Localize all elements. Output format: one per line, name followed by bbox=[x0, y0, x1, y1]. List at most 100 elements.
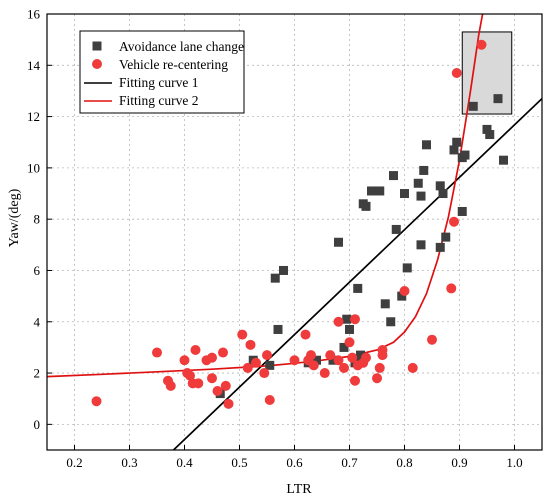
avoidance-point bbox=[400, 189, 409, 199]
recentering-point bbox=[449, 216, 459, 227]
x-tick-label: 0.6 bbox=[286, 455, 303, 470]
avoidance-point bbox=[438, 189, 448, 199]
x-tick-label: 0.3 bbox=[121, 455, 137, 470]
avoidance-point bbox=[402, 263, 412, 273]
recentering-point bbox=[372, 373, 382, 384]
avoidance-point bbox=[386, 317, 396, 327]
recentering-point bbox=[165, 380, 176, 391]
recentering-point bbox=[300, 329, 311, 340]
avoidance-point bbox=[391, 224, 401, 234]
highlight-box-rect bbox=[461, 31, 513, 115]
avoidance-point bbox=[273, 324, 283, 334]
avoidance-point bbox=[380, 299, 390, 309]
data-points bbox=[91, 39, 508, 409]
legend-marker-avoidance bbox=[92, 41, 102, 51]
recentering-point bbox=[152, 347, 162, 358]
recentering-point bbox=[237, 329, 248, 340]
y-tick-label: 10 bbox=[27, 160, 40, 175]
recentering-point bbox=[308, 360, 319, 371]
avoidance-point bbox=[279, 265, 288, 275]
recentering-point bbox=[179, 355, 190, 366]
recentering-point bbox=[319, 368, 330, 379]
y-tick-label: 6 bbox=[34, 263, 41, 278]
avoidance-point bbox=[312, 355, 321, 365]
avoidance-point bbox=[416, 240, 426, 250]
recentering-point bbox=[306, 350, 316, 361]
avoidance-point bbox=[499, 155, 508, 165]
x-tick-label: 0.9 bbox=[451, 455, 467, 470]
x-axis-label: LTR bbox=[286, 482, 312, 497]
avoidance-point bbox=[416, 191, 426, 201]
avoidance-point bbox=[435, 181, 445, 191]
recentering-point bbox=[347, 352, 358, 363]
avoidance-point bbox=[435, 242, 445, 252]
avoidance-point bbox=[468, 101, 478, 111]
avoidance-point bbox=[485, 130, 495, 140]
legend-label-recentering: Vehicle re-centering bbox=[119, 57, 228, 72]
recentering-point bbox=[259, 368, 270, 379]
avoidance-point bbox=[361, 201, 371, 211]
avoidance-point bbox=[449, 145, 459, 155]
recentering-point bbox=[218, 347, 228, 358]
recentering-point bbox=[289, 355, 300, 366]
legend-label-avoidance: Avoidance lane change bbox=[119, 39, 244, 54]
x-tick-label: 0.8 bbox=[396, 455, 412, 470]
recentering-point bbox=[212, 386, 223, 397]
avoidance-point bbox=[397, 291, 407, 301]
avoidance-point bbox=[422, 140, 431, 150]
y-tick-label: 12 bbox=[27, 109, 40, 124]
avoidance-point bbox=[345, 324, 354, 334]
avoidance-point bbox=[460, 150, 470, 160]
fitting-curve-2 bbox=[172, 97, 542, 450]
avoidance-point bbox=[356, 350, 365, 360]
recentering-point bbox=[399, 285, 410, 296]
recentering-point bbox=[264, 394, 275, 405]
recentering-point bbox=[91, 396, 102, 407]
recentering-point bbox=[344, 337, 355, 348]
legend-marker-recentering bbox=[92, 59, 102, 69]
avoidance-point bbox=[367, 186, 376, 196]
highlight-box bbox=[461, 31, 513, 115]
recentering-point bbox=[193, 378, 204, 389]
recentering-point bbox=[427, 334, 437, 345]
recentering-point bbox=[339, 362, 349, 373]
y-tick-label: 8 bbox=[34, 212, 41, 227]
recentering-point bbox=[207, 373, 217, 384]
recentering-point bbox=[325, 350, 336, 361]
recentering-point bbox=[223, 398, 234, 409]
avoidance-point bbox=[441, 232, 451, 242]
avoidance-point bbox=[375, 186, 385, 196]
recentering-point bbox=[361, 352, 371, 363]
recentering-point bbox=[242, 362, 253, 373]
avoidance-point bbox=[265, 360, 275, 370]
avoidance-point bbox=[328, 355, 338, 365]
legend-frame bbox=[79, 30, 245, 114]
recentering-point bbox=[333, 316, 344, 327]
y-tick-label: 14 bbox=[27, 58, 41, 73]
x-tick-label: 0.7 bbox=[341, 455, 358, 470]
y-tick-label: 2 bbox=[34, 366, 41, 381]
x-tick-label: 0.5 bbox=[231, 455, 247, 470]
avoidance-point bbox=[413, 178, 423, 188]
recentering-point bbox=[350, 375, 360, 386]
legend-label-fit1: Fitting curve 1 bbox=[119, 75, 199, 90]
legend-label-fit2: Fitting curve 2 bbox=[119, 93, 199, 108]
recentering-point bbox=[451, 67, 462, 78]
recentering-point bbox=[245, 339, 256, 350]
avoidance-point bbox=[342, 314, 352, 324]
recentering-point bbox=[377, 344, 388, 355]
recentering-point bbox=[220, 380, 231, 391]
recentering-point bbox=[251, 357, 261, 368]
recentering-point bbox=[407, 362, 418, 373]
x-tick-label: 0.2 bbox=[66, 455, 82, 470]
avoidance-point bbox=[493, 94, 503, 104]
recentering-point bbox=[185, 370, 195, 381]
avoidance-point bbox=[419, 165, 429, 175]
recentering-point bbox=[374, 362, 385, 373]
recentering-point bbox=[190, 344, 201, 355]
y-tick-label: 4 bbox=[34, 314, 41, 329]
recentering-point bbox=[446, 283, 457, 294]
y-tick-label: 16 bbox=[27, 7, 41, 22]
avoidance-point bbox=[339, 342, 349, 352]
